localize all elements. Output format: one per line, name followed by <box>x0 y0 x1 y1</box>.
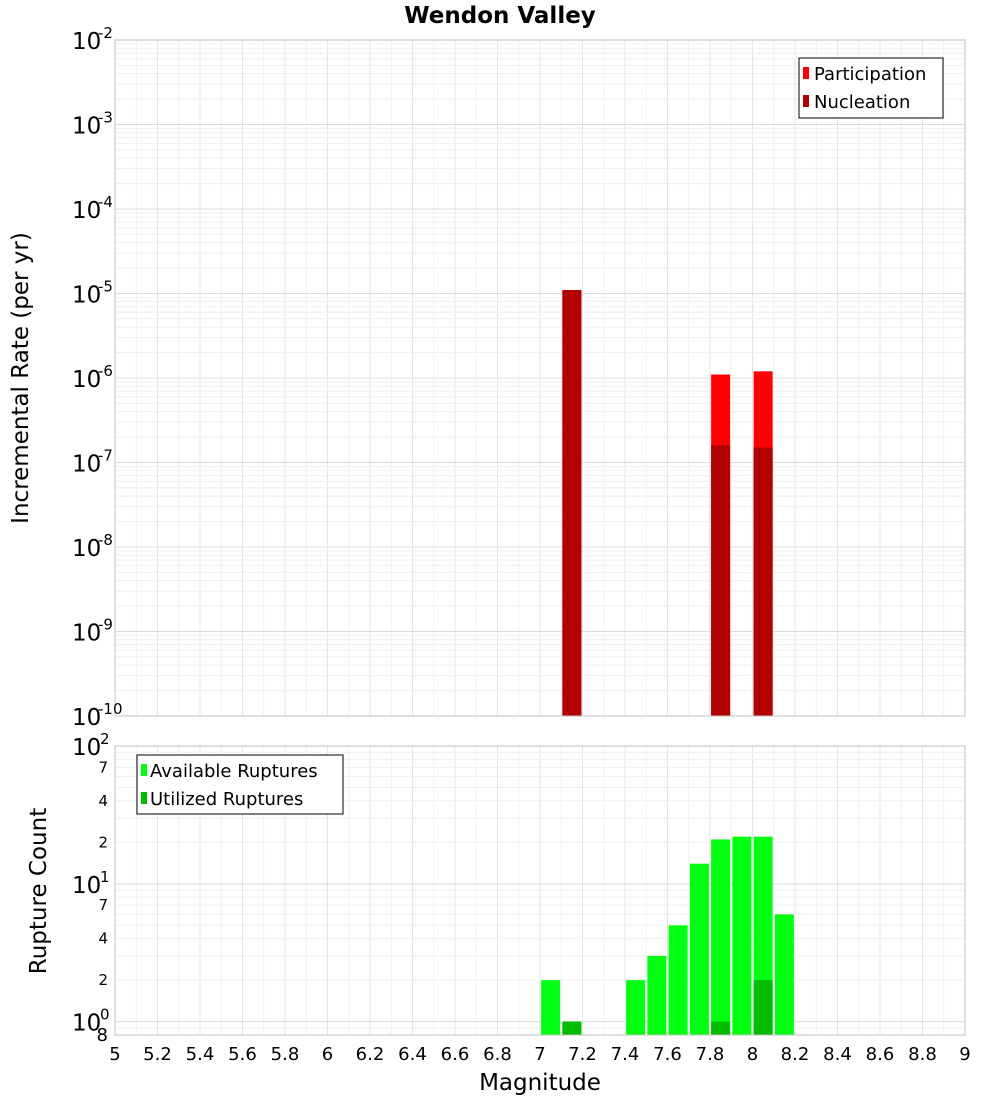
x-tick-label: 7 <box>534 1044 545 1065</box>
y-tick-exponent: -8 <box>98 531 113 549</box>
legend-label-nucleation: Nucleation <box>814 92 910 113</box>
utilized-ruptures-bar <box>562 1021 582 1035</box>
bottom-legend-box <box>136 754 344 815</box>
x-tick-label: 9 <box>959 1044 970 1065</box>
x-tick-label: 7.6 <box>653 1044 682 1065</box>
nucleation-bar <box>711 445 731 716</box>
available-ruptures-bar <box>711 839 731 1035</box>
available-ruptures-bar <box>647 955 667 1035</box>
x-tick-label: 8.8 <box>908 1044 937 1065</box>
y-tick-exponent: -5 <box>98 278 113 296</box>
y-tick-exponent: 0 <box>100 1006 110 1024</box>
y-tick-exponent: 2 <box>100 730 110 748</box>
y-tick-exponent: -6 <box>98 362 113 380</box>
top-plot-border <box>114 39 966 717</box>
y-tick-exponent: -4 <box>98 193 113 211</box>
x-tick-label: 5.8 <box>271 1044 300 1065</box>
top-bars <box>562 290 773 716</box>
y-tick-label: 10 <box>72 283 101 309</box>
nucleation-bar <box>562 290 582 716</box>
bottom-x-ticks: 5 5.2 5.4 5.6 5.8 6 6.2 6.4 6.6 6.8 7 7.2 7.4 7.6 7.8 8… <box>109 1044 970 1065</box>
bottom-y-axis-label: Rupture Count <box>26 808 52 974</box>
y-tick-minor-label: 2 <box>98 971 108 989</box>
x-tick-label: 7.4 <box>611 1044 640 1065</box>
legend-swatch-participation <box>803 67 809 79</box>
top-grid <box>114 39 966 717</box>
legend-swatch-utilized <box>141 792 147 804</box>
y-tick-exponent: -10 <box>98 700 123 718</box>
y-tick-label: 10 <box>72 29 101 55</box>
x-tick-label: 8 <box>747 1044 758 1065</box>
y-tick-label: 10 <box>72 705 101 731</box>
x-tick-label: 6.2 <box>356 1044 385 1065</box>
bottom-legend: Available Ruptures Utilized Ruptures <box>136 754 344 815</box>
x-tick-label: 5.6 <box>228 1044 257 1065</box>
x-tick-label: 5.2 <box>143 1044 172 1065</box>
utilized-ruptures-bar <box>711 1021 731 1035</box>
x-tick-label: 5 <box>109 1044 120 1065</box>
available-ruptures-bar <box>626 980 646 1035</box>
y-tick-exponent: 1 <box>100 868 110 886</box>
y-tick-minor-label: 4 <box>98 792 108 810</box>
x-tick-label: 6 <box>322 1044 333 1065</box>
top-y-axis-label: Incremental Rate (per yr) <box>8 232 34 524</box>
y-tick-label: 10 <box>72 452 101 478</box>
y-tick-label: 10 <box>72 367 101 393</box>
y-tick-minor-label: 7 <box>98 896 108 914</box>
x-tick-label: 8.4 <box>823 1044 852 1065</box>
x-tick-label: 8.2 <box>781 1044 810 1065</box>
available-ruptures-bar <box>732 836 752 1035</box>
x-tick-label: 7.8 <box>696 1044 725 1065</box>
nucleation-bar <box>753 447 773 716</box>
y-tick-label: 10 <box>72 114 101 140</box>
top-legend-box <box>798 57 944 119</box>
x-tick-label: 5.4 <box>186 1044 215 1065</box>
y-tick-exponent: -7 <box>98 447 113 465</box>
x-tick-label: 7.2 <box>568 1044 597 1065</box>
y-tick-minor-label: 4 <box>98 930 108 948</box>
y-tick-label: 10 <box>72 873 101 899</box>
x-tick-label: 6.8 <box>483 1044 512 1065</box>
available-ruptures-bar <box>774 914 794 1035</box>
y-tick-minor-label: 8 <box>97 1025 108 1046</box>
x-axis-label: Magnitude <box>479 1070 601 1096</box>
y-tick-minor-label: 2 <box>98 833 108 851</box>
legend-swatch-nucleation <box>803 95 809 107</box>
available-ruptures-bar <box>689 863 709 1035</box>
utilized-ruptures-bar <box>753 980 773 1035</box>
legend-swatch-available <box>141 764 147 776</box>
y-tick-exponent: -2 <box>98 24 113 42</box>
x-tick-label: 6.4 <box>398 1044 427 1065</box>
top-legend: Participation Nucleation <box>798 57 944 119</box>
available-ruptures-bar <box>668 925 688 1035</box>
bottom-plot-border <box>114 745 966 1036</box>
y-tick-label: 10 <box>72 536 101 562</box>
legend-label-participation: Participation <box>814 64 926 85</box>
chart-title: Wendon Valley <box>404 3 596 29</box>
y-tick-label: 10 <box>72 735 101 761</box>
x-tick-label: 6.6 <box>441 1044 470 1065</box>
available-ruptures-bar <box>541 980 561 1035</box>
y-tick-exponent: -3 <box>98 109 113 127</box>
y-tick-label: 10 <box>72 621 101 647</box>
y-tick-minor-label: 7 <box>98 758 108 776</box>
y-tick-exponent: -9 <box>98 616 113 634</box>
legend-label-utilized: Utilized Ruptures <box>150 789 303 810</box>
x-tick-label: 8.6 <box>866 1044 895 1065</box>
y-tick-label: 10 <box>72 1011 101 1037</box>
bottom-bars <box>541 836 794 1035</box>
legend-label-available: Available Ruptures <box>150 761 318 782</box>
y-tick-label: 10 <box>72 198 101 224</box>
